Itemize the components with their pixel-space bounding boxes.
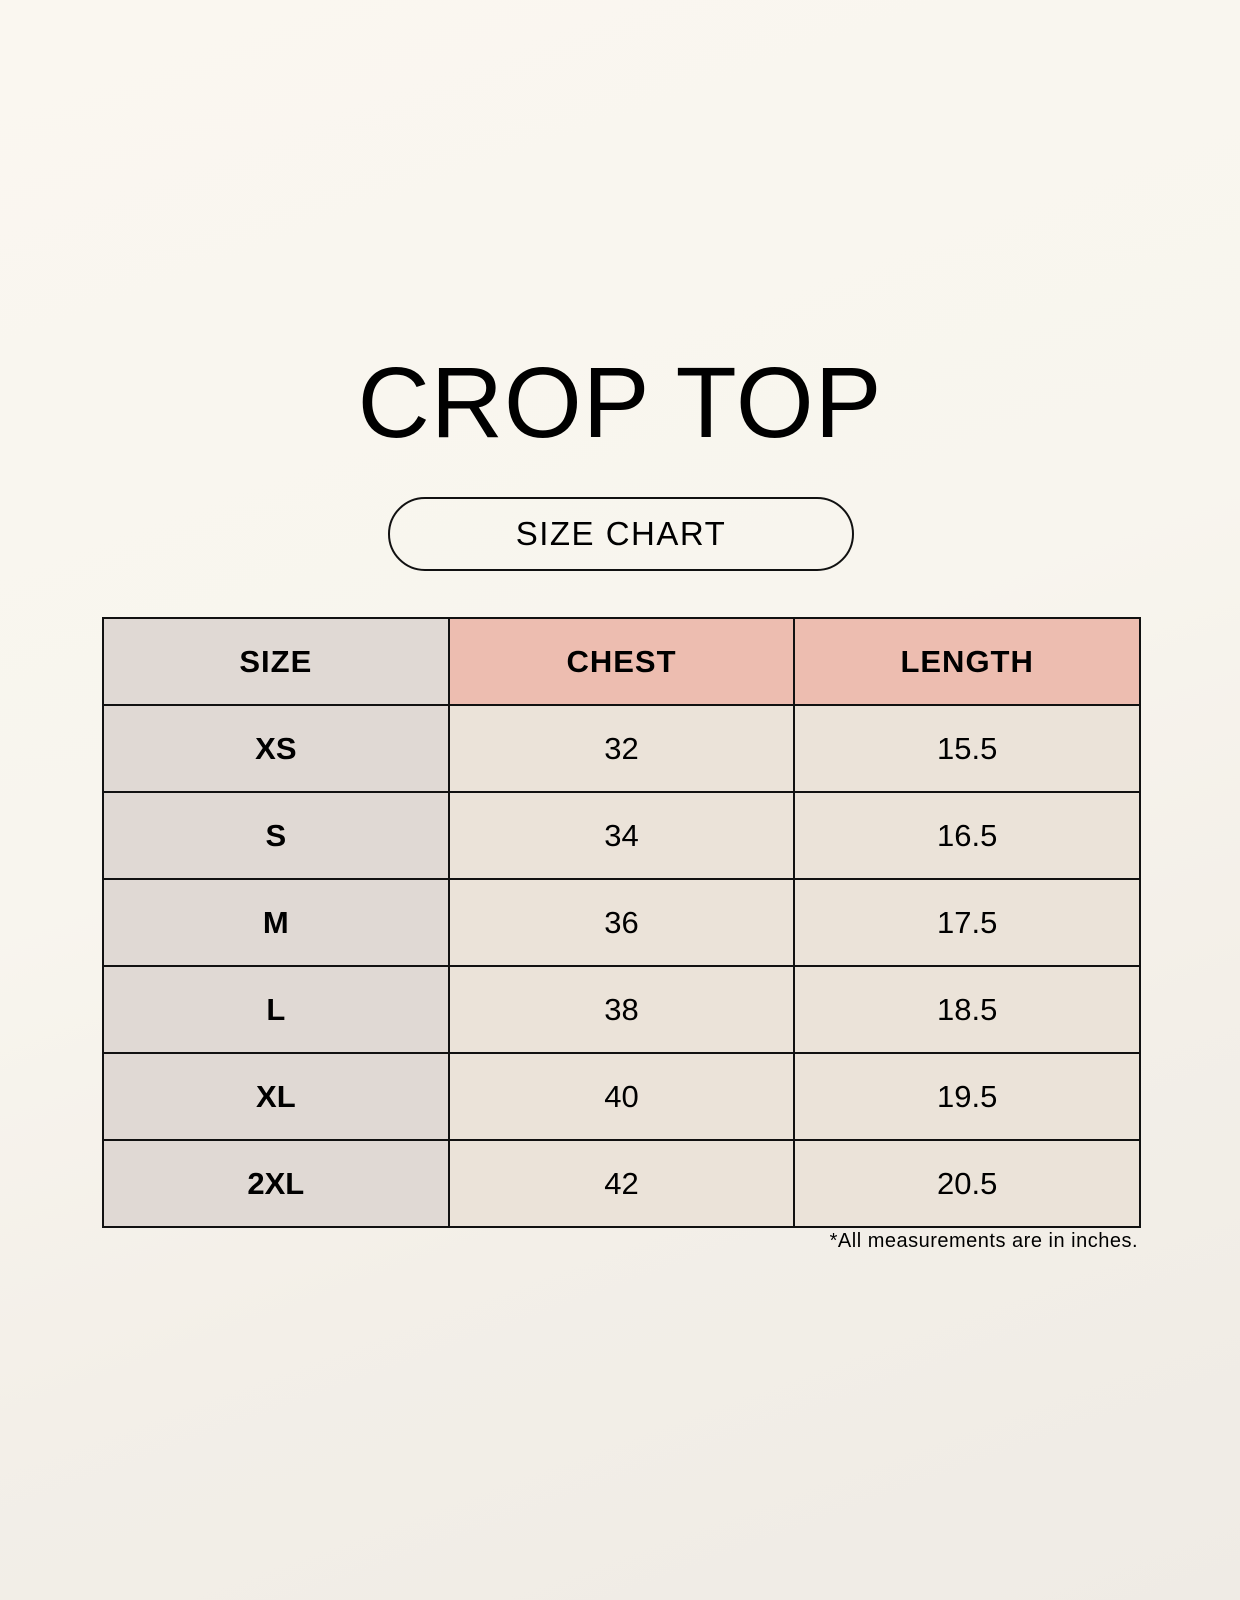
size-cell: M [102, 878, 450, 967]
table-header-row: SIZE CHEST LENGTH [102, 617, 1141, 706]
size-cell: 2XL [102, 1139, 450, 1228]
length-cell: 18.5 [793, 965, 1141, 1054]
footnote: *All measurements are in inches. [829, 1230, 1138, 1252]
chest-cell: 42 [447, 1139, 796, 1228]
table-row: XL 40 19.5 [102, 1052, 1141, 1141]
table-row: 2XL 42 20.5 [102, 1139, 1141, 1228]
size-cell: XL [102, 1052, 450, 1141]
table-row: XS 32 15.5 [102, 704, 1141, 793]
length-cell: 17.5 [793, 878, 1141, 967]
chest-cell: 32 [447, 704, 796, 793]
length-cell: 20.5 [793, 1139, 1141, 1228]
size-cell: S [102, 791, 450, 880]
size-cell: XS [102, 704, 450, 793]
table-row: L 38 18.5 [102, 965, 1141, 1054]
header-size: SIZE [102, 617, 450, 706]
header-chest: CHEST [447, 617, 796, 706]
chest-cell: 38 [447, 965, 796, 1054]
length-cell: 19.5 [793, 1052, 1141, 1141]
size-chart-label: SIZE CHART [388, 497, 854, 571]
length-cell: 15.5 [793, 704, 1141, 793]
size-table: SIZE CHEST LENGTH XS 32 15.5 S 34 16.5 M 36 17.5… [102, 617, 1141, 1228]
header-length: LENGTH [793, 617, 1141, 706]
length-cell: 16.5 [793, 791, 1141, 880]
chest-cell: 40 [447, 1052, 796, 1141]
table-row: M 36 17.5 [102, 878, 1141, 967]
table-row: S 34 16.5 [102, 791, 1141, 880]
chest-cell: 36 [447, 878, 796, 967]
page-title: CROP TOP [357, 347, 883, 459]
size-cell: L [102, 965, 450, 1054]
chest-cell: 34 [447, 791, 796, 880]
